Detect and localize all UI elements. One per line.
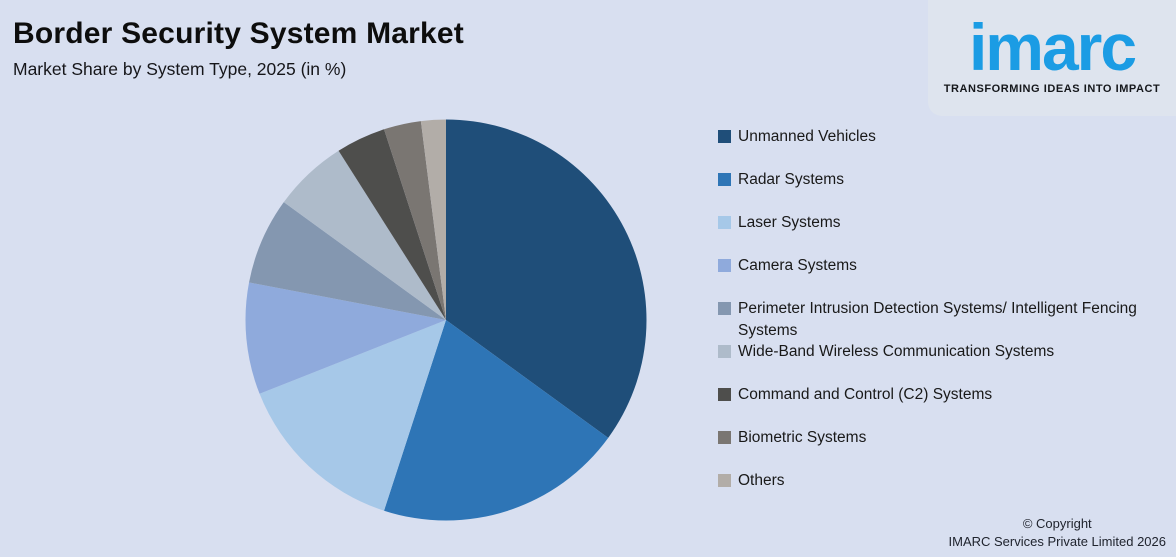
imarc-logo: imarc TRANSFORMING IDEAS INTO IMPACT: [928, 0, 1176, 116]
legend-item-unmanned-vehicles: Unmanned Vehicles: [718, 126, 1170, 148]
page-title: Border Security System Market: [13, 17, 464, 50]
legend-item-command-and-control: Command and Control (C2) Systems: [718, 384, 1170, 406]
legend-item-others: Others: [718, 470, 1170, 492]
legend-label: Unmanned Vehicles: [738, 128, 876, 145]
legend-item-camera-systems: Camera Systems: [718, 255, 1170, 277]
legend-label: Wide-Band Wireless Communication Systems: [738, 343, 1055, 360]
copyright-notice: © Copyright IMARC Services Private Limit…: [949, 515, 1166, 550]
legend-swatch-wide-band-wireless: [718, 345, 731, 358]
legend-swatch-unmanned-vehicles: [718, 130, 731, 143]
pie-slice-0: [446, 119, 647, 438]
pie-slice-4: [249, 202, 446, 320]
header: Border Security System Market Market Sha…: [13, 16, 464, 80]
page-subtitle: Market Share by System Type, 2025 (in %): [13, 59, 347, 79]
legend-label: Laser Systems: [738, 214, 841, 231]
chart-legend: Unmanned Vehicles Radar Systems Laser Sy…: [718, 126, 1170, 526]
legend-swatch-perimeter-intrusion-detection: [718, 302, 731, 315]
pie-chart: [245, 119, 647, 521]
legend-item-laser-systems: Laser Systems: [718, 212, 1170, 234]
pie-slice-2: [259, 320, 446, 511]
legend-label: Camera Systems: [738, 257, 857, 274]
pie-slice-8: [420, 119, 446, 320]
legend-item-biometric-systems: Biometric Systems: [718, 427, 1170, 449]
legend-swatch-biometric-systems: [718, 431, 731, 444]
legend-item-radar-systems: Radar Systems: [718, 169, 1170, 191]
legend-swatch-camera-systems: [718, 259, 731, 272]
legend-item-wide-band-wireless: Wide-Band Wireless Communication Systems: [718, 341, 1170, 363]
legend-swatch-others: [718, 474, 731, 487]
legend-swatch-command-and-control: [718, 388, 731, 401]
legend-label: Biometric Systems: [738, 429, 867, 446]
legend-swatch-radar-systems: [718, 173, 731, 186]
pie-slice-7: [384, 121, 446, 320]
pie-slice-5: [283, 150, 446, 320]
pie-slice-6: [338, 129, 446, 320]
legend-label: Perimeter Intrusion Detection Systems/ I…: [738, 300, 1137, 339]
legend-label: Radar Systems: [738, 171, 844, 188]
pie-slice-3: [245, 282, 446, 394]
pie-slice-1: [384, 320, 609, 521]
copyright-line2: IMARC Services Private Limited 2026: [948, 533, 1166, 549]
legend-label: Others: [738, 472, 785, 489]
legend-label: Command and Control (C2) Systems: [738, 386, 993, 403]
legend-item-perimeter-intrusion-detection: Perimeter Intrusion Detection Systems/ I…: [718, 298, 1170, 341]
copyright-line1: © Copyright: [1022, 516, 1092, 531]
imarc-wordmark: imarc: [968, 10, 1137, 84]
imarc-tagline: TRANSFORMING IDEAS INTO IMPACT: [943, 83, 1161, 95]
legend-swatch-laser-systems: [718, 216, 731, 229]
